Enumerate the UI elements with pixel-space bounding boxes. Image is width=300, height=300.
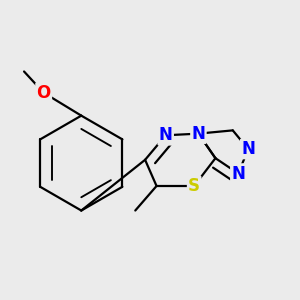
Text: N: N bbox=[159, 126, 172, 144]
Text: S: S bbox=[188, 177, 200, 195]
Text: O: O bbox=[37, 84, 51, 102]
Text: N: N bbox=[241, 140, 255, 158]
Text: N: N bbox=[191, 124, 206, 142]
Text: N: N bbox=[231, 165, 245, 183]
